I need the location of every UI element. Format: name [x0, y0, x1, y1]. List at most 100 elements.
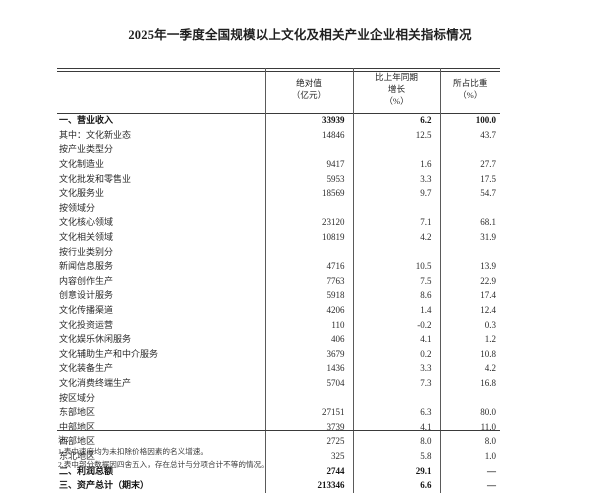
row-value-absolute: 406	[265, 332, 354, 348]
note-item: 1.表中速度均为未扣除价格因素的名义增速。	[58, 447, 208, 457]
table-header-row: 绝对值 （亿元） 比上年同期 增长 （%） 所占比重 （%）	[57, 68, 500, 114]
column-header-share-line1: 所占比重	[453, 77, 488, 88]
table-row: 内容创作生产 7763 7.5 22.9	[57, 274, 500, 289]
row-value-share: —	[487, 480, 496, 491]
row-value-growth: 10.5	[353, 259, 441, 275]
table-row: 文化消费终端生产 5704 7.3 16.8	[57, 376, 500, 391]
row-value-absolute: 3739	[265, 420, 354, 435]
row-value-growth	[353, 244, 441, 260]
row-value-share: 13.9	[480, 261, 496, 272]
row-label: 文化娱乐休闲服务	[57, 332, 266, 348]
row-value-growth: 7.3	[353, 376, 441, 391]
row-value-growth: 12.5	[353, 128, 441, 143]
row-value-growth: 5.8	[353, 449, 441, 464]
row-value-growth: 7.5	[353, 274, 441, 289]
row-value-share: 54.7	[480, 188, 496, 199]
column-header-absolute-line1: 绝对值	[296, 77, 322, 88]
row-value-share: 8.0	[484, 436, 496, 447]
row-value-growth: 6.6	[353, 478, 441, 493]
row-value-share: 68.1	[480, 217, 496, 228]
row-label: 东部地区	[57, 405, 266, 421]
row-label: 文化批发和零售业	[57, 171, 266, 187]
table-row: 文化批发和零售业 5953 3.3 17.5	[57, 171, 500, 187]
note-item: 2.表中部分数据因四舍五入，存在总计与分项合计不等的情况。	[58, 459, 269, 469]
table-row: 文化娱乐休闲服务 406 4.1 1.2	[57, 332, 500, 348]
table-header: 绝对值 （亿元） 比上年同期 增长 （%） 所占比重 （%）	[57, 68, 500, 114]
row-value-share: 80.0	[480, 407, 496, 418]
document-page: 2025年一季度全国规模以上文化及相关产业企业相关指标情况 绝对值 （亿元） 比…	[57, 28, 500, 493]
row-value-absolute: 18569	[265, 186, 354, 202]
row-value-share: 43.7	[480, 129, 496, 140]
row-value-absolute	[265, 142, 354, 158]
column-header-growth-line3: （%）	[384, 95, 409, 106]
table-row: 西部地区 2725 8.0 8.0	[57, 434, 500, 450]
row-value-absolute: 33939	[265, 113, 354, 129]
row-label: 内容创作生产	[57, 274, 266, 289]
table-row: 二、利润总额 2744 29.1 —	[57, 463, 500, 479]
row-value-absolute: 4716	[265, 259, 354, 275]
row-value-share: 12.4	[480, 305, 496, 315]
row-label: 文化核心领域	[57, 215, 266, 231]
row-value-growth: 9.7	[353, 186, 441, 202]
row-value-share: 100.0	[475, 115, 496, 126]
row-value-growth: 3.3	[353, 361, 441, 377]
row-value-absolute: 5704	[265, 376, 354, 391]
row-value-absolute	[265, 244, 354, 260]
row-value-growth: 4.2	[353, 230, 441, 245]
row-value-share	[440, 245, 500, 260]
row-value-absolute: 3679	[265, 347, 354, 362]
table-row: 按产业类型分	[57, 142, 500, 158]
row-label: 三、资产总计（期末）	[57, 478, 266, 493]
row-label: 文化制造业	[57, 157, 266, 172]
row-value-growth: 8.6	[353, 288, 441, 304]
column-header-share: 所占比重 （%）	[440, 68, 500, 113]
row-value-growth: 0.2	[353, 347, 441, 362]
row-value-share: 17.4	[480, 290, 496, 301]
row-value-absolute: 2725	[265, 434, 354, 450]
row-label: 文化辅助生产和中介服务	[57, 347, 266, 362]
row-value-absolute: 213346	[265, 478, 354, 493]
row-value-share: 11.0	[480, 421, 496, 432]
table-row: 文化投资运营 110 -0.2 0.3	[57, 317, 500, 333]
row-value-absolute: 7763	[265, 274, 354, 289]
row-value-share: 10.8	[480, 348, 496, 359]
row-value-absolute: 14846	[265, 128, 354, 143]
row-value-growth: 1.6	[353, 157, 441, 172]
row-label: 其中：文化新业态	[57, 128, 266, 143]
row-label: 西部地区	[57, 434, 266, 450]
table-row: 中部地区 3739 4.1 11.0	[57, 420, 500, 435]
row-value-share: 1.2	[484, 334, 496, 345]
statistics-table-wrapper: 绝对值 （亿元） 比上年同期 增长 （%） 所占比重 （%） 一、营业收入 339…	[57, 68, 500, 493]
notes-heading: 注：	[58, 435, 74, 444]
row-value-growth: 6.3	[353, 405, 441, 421]
row-value-growth: 3.3	[353, 171, 441, 187]
row-label: 东北地区	[57, 449, 266, 464]
table-row: 文化相关领域 10819 4.2 31.9	[57, 230, 500, 245]
row-value-share: 16.8	[480, 377, 496, 388]
row-value-share	[440, 143, 500, 158]
table-row: 按领域分	[57, 201, 500, 216]
row-value-absolute: 2744	[265, 463, 354, 479]
page-title: 2025年一季度全国规模以上文化及相关产业企业相关指标情况	[128, 28, 472, 42]
row-value-absolute: 5918	[265, 288, 354, 304]
row-label: 按产业类型分	[57, 142, 266, 158]
table-row: 其中：文化新业态 14846 12.5 43.7	[57, 128, 500, 143]
row-label: 文化服务业	[57, 186, 266, 202]
table-row: 一、营业收入 33939 6.2 100.0	[57, 113, 500, 129]
row-value-growth	[353, 390, 441, 406]
row-value-absolute: 110	[265, 317, 354, 333]
row-value-share: —	[487, 465, 496, 476]
row-label: 按领域分	[57, 201, 266, 216]
row-label: 文化装备生产	[57, 361, 266, 377]
table-row: 东北地区 325 5.8 1.0	[57, 449, 500, 464]
table-body: 一、营业收入 33939 6.2 100.0 其中：文化新业态 14846 12.5 43.7…	[57, 113, 500, 493]
row-value-share	[440, 201, 500, 216]
row-label: 文化投资运营	[57, 317, 266, 333]
column-header-growth-line2: 增长	[387, 83, 406, 94]
row-value-share: 17.5	[480, 173, 496, 184]
table-row: 三、资产总计（期末） 213346 6.6 —	[57, 478, 500, 493]
table-row: 东部地区 27151 6.3 80.0	[57, 405, 500, 421]
statistics-table: 绝对值 （亿元） 比上年同期 增长 （%） 所占比重 （%） 一、营业收入 339…	[57, 68, 500, 493]
row-label: 新闻信息服务	[57, 259, 266, 275]
row-value-growth: 6.2	[353, 113, 441, 129]
